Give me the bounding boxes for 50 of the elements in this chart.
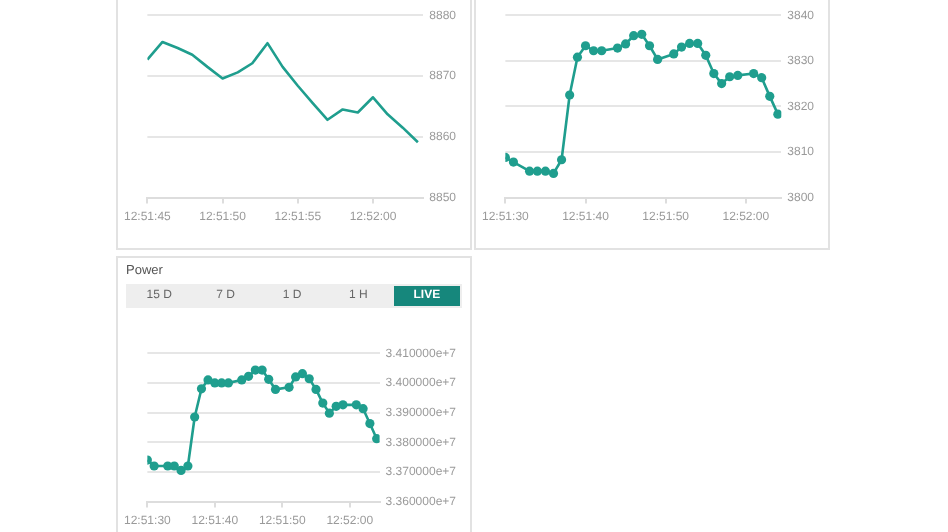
point bbox=[565, 90, 575, 100]
point bbox=[358, 404, 368, 414]
point bbox=[176, 465, 186, 476]
point bbox=[556, 155, 567, 165]
point bbox=[621, 39, 631, 49]
point bbox=[264, 374, 274, 384]
point bbox=[311, 384, 321, 395]
point bbox=[685, 38, 695, 49]
point bbox=[629, 31, 639, 41]
point bbox=[701, 50, 711, 60]
point bbox=[190, 412, 200, 422]
point bbox=[270, 384, 281, 395]
point bbox=[612, 43, 623, 53]
point bbox=[548, 168, 559, 179]
point bbox=[243, 371, 254, 381]
point bbox=[338, 400, 348, 410]
point bbox=[508, 157, 519, 167]
point bbox=[318, 398, 328, 408]
point bbox=[196, 384, 207, 394]
point bbox=[653, 54, 663, 65]
point bbox=[717, 79, 727, 89]
point bbox=[709, 68, 719, 79]
point bbox=[257, 365, 267, 375]
point bbox=[572, 52, 583, 62]
point bbox=[749, 68, 759, 79]
point bbox=[540, 166, 551, 176]
point bbox=[693, 38, 703, 49]
point bbox=[757, 73, 767, 83]
point bbox=[588, 46, 599, 56]
point bbox=[304, 374, 314, 384]
point bbox=[351, 400, 361, 410]
point bbox=[532, 166, 542, 176]
point bbox=[149, 461, 159, 471]
point bbox=[365, 418, 375, 429]
point bbox=[297, 369, 308, 379]
point bbox=[284, 382, 294, 392]
point bbox=[597, 46, 607, 56]
point bbox=[524, 166, 535, 176]
point bbox=[765, 91, 775, 101]
point bbox=[324, 408, 334, 418]
point bbox=[644, 41, 655, 51]
point bbox=[669, 49, 679, 59]
point bbox=[773, 109, 782, 119]
point bbox=[580, 41, 591, 51]
point bbox=[637, 29, 647, 39]
point bbox=[676, 42, 687, 52]
point bbox=[733, 70, 743, 80]
point bbox=[183, 461, 193, 471]
point bbox=[725, 72, 735, 82]
point bbox=[372, 434, 380, 444]
